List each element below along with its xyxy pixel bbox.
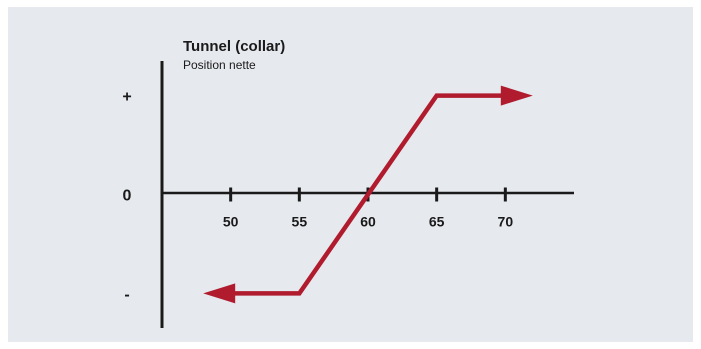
y-labels: +0 -	[122, 89, 131, 304]
y-axis-label: -	[124, 286, 129, 303]
arrowhead-left	[203, 283, 236, 304]
y-axis-label: 0	[123, 188, 132, 205]
x-tick-label: 65	[429, 214, 445, 230]
chart-panel	[8, 7, 693, 342]
x-tick-label: 60	[360, 214, 376, 230]
y-axis-label: +	[122, 89, 131, 106]
x-tick-label: 55	[292, 214, 308, 230]
x-ticks: 50 55 60 65 70	[223, 187, 514, 230]
x-tick-label: 70	[498, 214, 514, 230]
payoff-line	[231, 93, 505, 296]
chart-subtitle: Position nette	[183, 58, 256, 72]
arrowhead-right	[500, 85, 533, 106]
x-tick-label: 50	[223, 214, 239, 230]
chart-title: Tunnel (collar)	[183, 38, 285, 55]
payoff-series	[203, 85, 533, 304]
